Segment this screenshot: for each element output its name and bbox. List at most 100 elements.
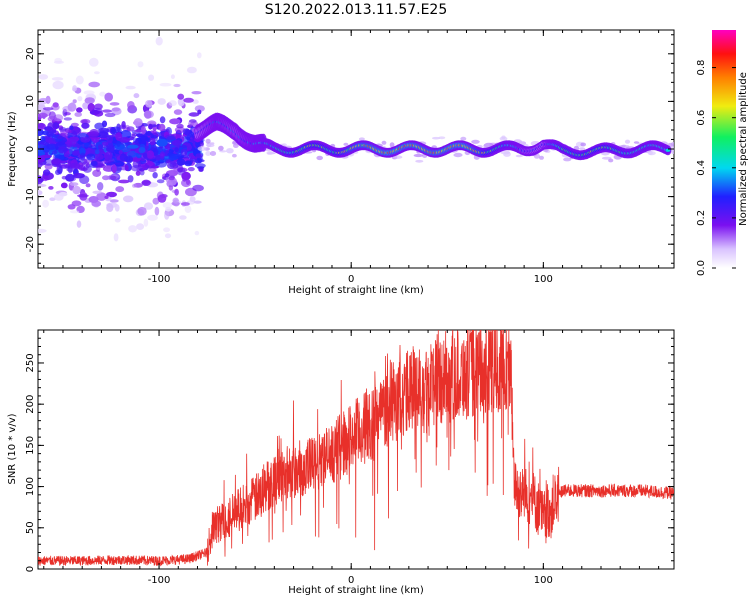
- heatmap-cell: [149, 137, 156, 146]
- heatmap-cell: [106, 134, 114, 144]
- heatmap-cell: [42, 107, 54, 111]
- heatmap-cell: [63, 152, 70, 158]
- heatmap-cell: [266, 150, 274, 155]
- y-tick-label: 10: [25, 95, 36, 108]
- heatmap-cell: [74, 112, 82, 117]
- heatmap-cell: [578, 147, 586, 151]
- heatmap-cell: [184, 160, 192, 167]
- heatmap-cell: [119, 124, 127, 130]
- heatmap-cell: [72, 85, 77, 92]
- heatmap-cell: [172, 162, 178, 169]
- heatmap-cell: [343, 142, 349, 146]
- heatmap-cell: [192, 99, 199, 104]
- heatmap-cell: [471, 139, 480, 144]
- heatmap-cell: [102, 175, 110, 181]
- heatmap-cell: [38, 155, 45, 163]
- heatmap-cell: [120, 130, 132, 139]
- heatmap-cell: [71, 126, 82, 136]
- heatmap-cell: [281, 143, 287, 147]
- heatmap-x-label: Height of straight line (km): [288, 285, 424, 296]
- heatmap-cell: [88, 131, 100, 138]
- snr-panel: -100 0 100 0 50 100 150 200 250 Height of straig…: [7, 329, 675, 596]
- heatmap-cell: [66, 140, 73, 147]
- y-tick-label: 100: [25, 477, 36, 496]
- heatmap-cell: [194, 105, 205, 112]
- heatmap-cell: [119, 153, 128, 162]
- heatmap-cell: [106, 158, 115, 163]
- heatmap-cell: [58, 126, 67, 132]
- heatmap-cell: [125, 155, 134, 164]
- heatmap-cell: [101, 141, 109, 146]
- heatmap-cell: [48, 137, 56, 145]
- heatmap-cell: [69, 162, 81, 169]
- heatmap-cell: [148, 168, 157, 172]
- heatmap-cell: [173, 109, 183, 115]
- heatmap-cell: [147, 214, 158, 221]
- y-tick-label: -20: [25, 236, 36, 252]
- heatmap-cell: [76, 220, 82, 228]
- heatmap-cell: [218, 145, 224, 151]
- heatmap-cell: [101, 120, 108, 128]
- heatmap-cell: [358, 137, 365, 141]
- heatmap-cell: [160, 152, 165, 160]
- heatmap-cell: [141, 165, 147, 170]
- heatmap-cell: [165, 159, 171, 164]
- heatmap-cell: [168, 176, 175, 181]
- heatmap-cell: [159, 82, 172, 87]
- heatmap-cell: [42, 159, 54, 166]
- heatmap-cell: [197, 146, 207, 152]
- heatmap-cell: [232, 153, 237, 158]
- heatmap-cell: [381, 140, 387, 145]
- heatmap-cell: [580, 142, 586, 147]
- heatmap-cell: [132, 183, 137, 188]
- heatmap-cell: [187, 167, 195, 172]
- heatmap-cell: [98, 144, 103, 150]
- colorbar-tick-label: 0.6: [696, 110, 707, 126]
- heatmap-cell: [413, 153, 424, 158]
- heatmap-cell: [131, 133, 137, 139]
- heatmap-cell: [415, 159, 424, 163]
- heatmap-cell: [186, 66, 197, 74]
- heatmap-cell: [69, 182, 79, 187]
- x-tick-label: -100: [148, 274, 171, 285]
- heatmap-cell: [79, 152, 86, 161]
- heatmap-cell: [128, 225, 138, 233]
- heatmap-cell: [106, 191, 117, 198]
- heatmap-cell: [185, 179, 191, 185]
- heatmap-cell: [145, 100, 153, 108]
- heatmap-cell: [180, 202, 190, 206]
- heatmap-cell: [114, 218, 121, 223]
- heatmap-cell: [90, 160, 98, 166]
- heatmap-cell: [176, 158, 186, 166]
- snr-series-line: [38, 330, 674, 567]
- heatmap-cell: [137, 206, 147, 216]
- heatmap-cell: [63, 117, 72, 121]
- heatmap-cell: [563, 157, 572, 162]
- heatmap-cell: [102, 109, 112, 113]
- heatmap-cell: [111, 107, 121, 112]
- heatmap-cell: [86, 153, 96, 161]
- heatmap-cell: [92, 190, 102, 194]
- heatmap-cell: [65, 173, 75, 182]
- heatmap-cell: [51, 77, 64, 81]
- colorbar-tick-label: 0.0: [696, 260, 707, 276]
- heatmap-cell: [94, 153, 104, 161]
- heatmap-cell: [162, 202, 173, 209]
- heatmap-cell: [42, 199, 49, 208]
- heatmap-cell: [95, 149, 100, 155]
- heatmap-cell: [122, 195, 134, 203]
- heatmap-cell: [62, 105, 73, 113]
- heatmap-cell: [91, 200, 101, 207]
- heatmap-cell: [156, 138, 168, 147]
- heatmap-cell: [81, 161, 90, 166]
- y-tick-label: 0: [25, 146, 36, 152]
- heatmap-cell: [51, 158, 62, 165]
- heatmap-cell: [58, 166, 63, 175]
- heatmap-cell: [500, 150, 511, 155]
- y-tick-label: 250: [25, 353, 36, 372]
- heatmap-cell: [226, 148, 234, 154]
- heatmap-cell: [38, 190, 43, 196]
- heatmap-cell: [58, 192, 68, 197]
- heatmap-cell: [57, 135, 64, 140]
- heatmap-cell: [499, 136, 508, 141]
